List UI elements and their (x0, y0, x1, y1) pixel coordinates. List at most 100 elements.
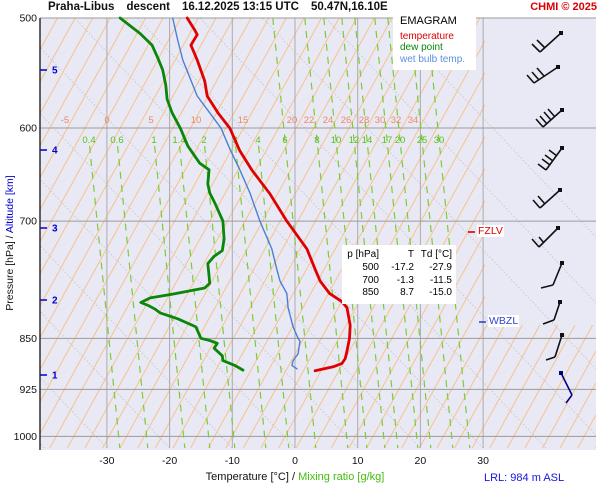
col-header-dewpoint: Td [°C] (420, 249, 452, 260)
wind-barb (526, 65, 560, 84)
svg-text:8: 8 (314, 135, 319, 146)
svg-text:1000: 1000 (14, 431, 38, 443)
svg-text:4: 4 (52, 146, 58, 157)
svg-text:-5: -5 (61, 115, 69, 126)
svg-text:26: 26 (341, 115, 352, 126)
svg-text:10: 10 (191, 115, 202, 126)
legend-item-temperature: temperature (400, 30, 454, 42)
cell-p-500: 500 (362, 262, 379, 273)
svg-text:17: 17 (382, 135, 393, 146)
svg-text:5: 5 (52, 66, 58, 77)
svg-text:10: 10 (352, 455, 364, 467)
cell-t-850: 8.7 (400, 287, 414, 298)
svg-text:0: 0 (292, 455, 298, 467)
cell-p-700: 700 (362, 274, 379, 286)
svg-text:15: 15 (238, 115, 249, 126)
temperature-tick-labels: -30 -20 -10 0 10 20 30 (99, 455, 489, 467)
svg-text:600: 600 (19, 123, 37, 135)
svg-text:1: 1 (52, 371, 58, 382)
legend: EMAGRAM temperature dew point wet bulb t… (393, 14, 476, 70)
curve-dew-point (118, 16, 245, 372)
svg-text:25: 25 (417, 135, 428, 146)
svg-text:14: 14 (362, 135, 373, 146)
svg-text:850: 850 (19, 333, 37, 345)
table-row: 850 8.7 -15.0 (345, 287, 453, 300)
altitude-tick-labels: 5 4 3 2 1 (40, 66, 58, 382)
svg-text:-30: -30 (99, 455, 114, 467)
mixing-ratio-lines (89, 18, 471, 448)
y-axis-title-pressure: Pressure [hPa] (4, 241, 16, 311)
x-axis-title-separator: / (292, 471, 296, 483)
curve-wet-bulb-temp- (171, 17, 301, 370)
svg-text:2: 2 (52, 296, 58, 307)
mixing-ratio-labels: 0.4 0.6 1 1.4 2 3 4 6 8 10 12 14 17 20 25 30 (82, 135, 444, 146)
svg-text:24: 24 (323, 115, 334, 126)
lrl-annotation: LRL: 984 m ASL (484, 472, 565, 484)
pressure-gridlines (40, 17, 596, 437)
svg-text:925: 925 (19, 384, 37, 396)
header-title: Praha-Libus descent 16.12.2025 13:15 UTC 50… (48, 1, 400, 13)
copyright-text: CHMI © 2025 (530, 1, 597, 13)
table-header-row: p [hPa] T Td [°C] (345, 248, 453, 262)
wind-barb (532, 188, 562, 209)
svg-text:30: 30 (434, 135, 445, 146)
svg-text:10: 10 (331, 135, 342, 146)
station-name: Praha-Libus (48, 1, 115, 13)
svg-text:22: 22 (304, 115, 315, 126)
x-axis-title-mixing-ratio: Mixing ratio [g/kg] (298, 471, 385, 483)
wind-barbs (526, 31, 573, 404)
x-axis-title: Temperature [°C] / Mixing ratio [g/kg] (170, 471, 420, 483)
svg-text:20: 20 (395, 135, 406, 146)
cell-td-700: -11.5 (429, 274, 452, 286)
svg-text:20: 20 (415, 455, 427, 467)
sounding-table: p [hPa] T Td [°C] 500 -17.2 -27.9 700 -1… (342, 245, 456, 304)
col-header-temp: T (407, 249, 414, 260)
cell-td-500: -27.9 (429, 262, 452, 273)
svg-text:-20: -20 (162, 455, 177, 467)
x-axis-title-temperature: Temperature [°C] (205, 471, 289, 483)
legend-item-wetbulb: wet bulb temp. (400, 53, 466, 65)
svg-text:30: 30 (477, 455, 489, 467)
sounding-mode: descent (126, 1, 170, 13)
svg-text:2: 2 (201, 135, 206, 146)
svg-text:28: 28 (359, 115, 370, 126)
svg-text:-10: -10 (225, 455, 240, 467)
legend-title: EMAGRAM (400, 15, 457, 27)
svg-text:1.4: 1.4 (172, 135, 185, 146)
cell-t-500: -17.2 (391, 262, 414, 273)
freezing-level-label: FZLV (477, 225, 504, 237)
cell-p-850: 850 (362, 287, 379, 298)
cell-td-850: -15.0 (429, 287, 452, 298)
svg-text:32: 32 (391, 115, 402, 126)
wind-barb (545, 333, 564, 361)
wet-bulb-zero-label: WBZL (488, 315, 520, 327)
svg-text:4: 4 (255, 135, 260, 146)
pressure-tick-labels: 500 600 700 850 925 1000 (14, 13, 38, 443)
moist-adiabat-labels: -5 0 5 10 15 20 22 24 26 28 30 32 34 (61, 115, 419, 126)
wind-barb (540, 261, 564, 289)
svg-text:30: 30 (375, 115, 386, 126)
wind-barb (537, 146, 564, 171)
svg-text:20: 20 (287, 115, 298, 126)
wind-barb (559, 371, 573, 404)
svg-text:0: 0 (104, 115, 109, 126)
col-header-pressure: p [hPa] (347, 249, 379, 260)
svg-text:0.6: 0.6 (110, 135, 123, 146)
station-coords: 50.47N,16.10E (310, 1, 388, 13)
svg-text:700: 700 (19, 216, 37, 228)
svg-text:34: 34 (408, 115, 419, 126)
svg-text:500: 500 (19, 13, 37, 25)
wind-barb (531, 31, 563, 53)
curve-temperature (185, 16, 352, 373)
y-axis-title-separator: / (4, 235, 16, 239)
plot-background (40, 18, 596, 450)
legend-item-dewpoint: dew point (400, 42, 443, 53)
svg-text:12: 12 (349, 135, 360, 146)
sounding-datetime: 16.12.2025 13:15 UTC (181, 1, 299, 13)
svg-text:3: 3 (52, 224, 58, 235)
table-row: 700 -1.3 -11.5 (345, 275, 453, 288)
svg-text:6: 6 (282, 135, 287, 146)
wind-barb (531, 226, 560, 248)
